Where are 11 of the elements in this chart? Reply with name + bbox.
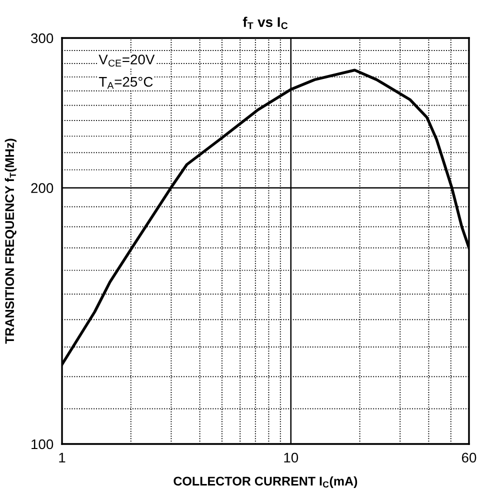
y-tick-label: 200 bbox=[31, 183, 54, 194]
annotation: T$_{A}$=25°C bbox=[98, 76, 153, 89]
x-tick-label: 10 bbox=[284, 452, 298, 463]
x-tick-label: 1 bbox=[59, 452, 66, 462]
x-axis-title: COLLECTOR CURRENT I$_{C}$(mA) bbox=[174, 476, 358, 488]
x-tick-label: 60 bbox=[462, 452, 476, 463]
annotation: V$_{CE}$=20V bbox=[98, 54, 155, 67]
y-tick-label: 300 bbox=[31, 33, 54, 44]
y-axis-title: TRANSITION FREQUENCY f$_{T}$(MHz) bbox=[4, 138, 17, 344]
chart-title: f$_{T}$ vs I$_{C}$ bbox=[242, 16, 288, 30]
y-tick-label: 100 bbox=[32, 439, 54, 450]
